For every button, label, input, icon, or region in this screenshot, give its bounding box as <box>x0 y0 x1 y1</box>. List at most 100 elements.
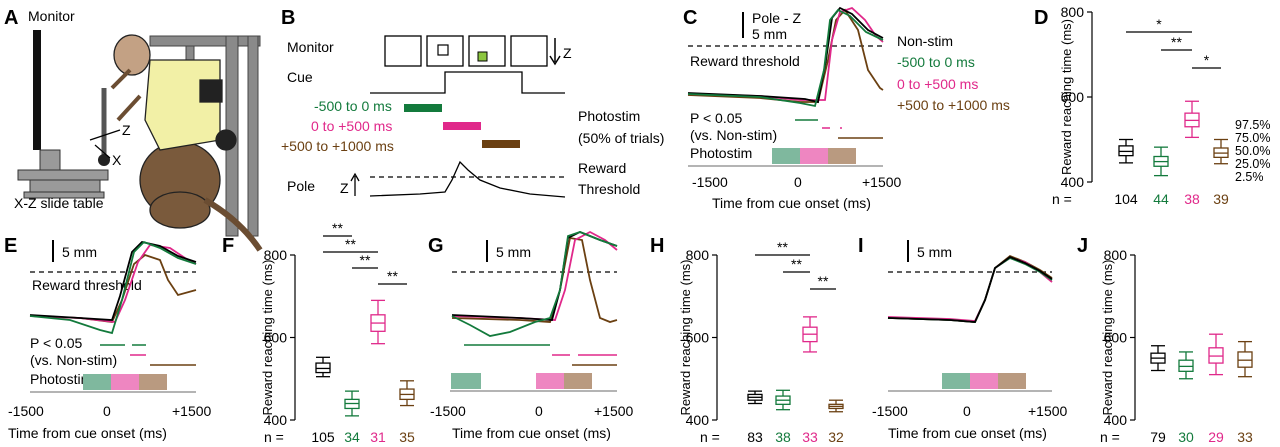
i-xtick-right: +1500 <box>1028 403 1068 419</box>
panel-letter-f: F <box>222 235 234 257</box>
g-stim-early <box>451 373 481 389</box>
c-xtick-zero: 0 <box>794 174 802 190</box>
f-ylabel: Reward reaching time (ms) <box>260 259 275 415</box>
e-trace-early <box>29 240 197 335</box>
e-sig-bars <box>100 344 196 366</box>
panel-i-traces: 5 mm -1500 0 +1500 Time from cue onset (… <box>872 240 1068 441</box>
h-ytick-label: 600 <box>686 330 710 346</box>
f-sig-label: ** <box>360 252 371 268</box>
quantile-975: 97.5% <box>1235 118 1270 132</box>
c-xlabel: Time from cue onset (ms) <box>712 195 871 211</box>
d-n-prefix: n = <box>1052 191 1072 207</box>
reward-label: Reward <box>578 160 626 176</box>
panel-g-traces: 5 mm -1500 0 +1500 Time from cue onset (… <box>430 230 634 441</box>
cue-trace <box>370 71 565 94</box>
h-n-prefix: n = <box>700 429 720 445</box>
g-trace-nonstim <box>451 231 618 321</box>
e-scale-value: 5 mm <box>62 244 97 260</box>
f-n-value: 34 <box>344 429 360 445</box>
h-ylabel: Reward reaching time (ms) <box>678 259 693 415</box>
i-trace-mid <box>887 257 1053 322</box>
f-n-prefix: n = <box>264 429 284 445</box>
monitor-frame-4 <box>510 35 548 67</box>
f-sig-label: ** <box>332 220 343 236</box>
monitor-frame-1 <box>384 35 422 67</box>
g-xtick-left: -1500 <box>430 403 466 419</box>
axis-x-label: X <box>112 152 122 168</box>
pole-label: Pole <box>287 178 315 194</box>
g-scale-value: 5 mm <box>496 244 531 260</box>
c-pval-sub: (vs. Non-stim) <box>690 127 777 143</box>
photostim-sub: (50% of trials) <box>578 130 664 146</box>
f-n-value: 31 <box>370 429 386 445</box>
cue-label: Cue <box>287 69 313 85</box>
j-ytick-label: 800 <box>1104 247 1128 263</box>
e-stim-late <box>139 374 167 390</box>
panel-letter-h: H <box>650 235 664 257</box>
panel-letters: A B C D E F G H I J <box>4 7 1088 257</box>
i-xtick-left: -1500 <box>872 403 908 419</box>
c-xtick-left: -1500 <box>692 174 728 190</box>
panel-e-traces: 5 mm Reward threshold P < 0.05 (vs. Non-… <box>8 240 212 441</box>
f-n-value: 105 <box>311 429 335 445</box>
e-xtick-left: -1500 <box>8 403 44 419</box>
h-n-value: 33 <box>802 429 818 445</box>
d-ytick-label: 800 <box>1061 4 1085 20</box>
d-n-value: 104 <box>1114 191 1138 207</box>
window-late-label: +500 to +1000 ms <box>281 138 394 154</box>
c-stim-mid <box>800 148 828 164</box>
i-xlabel: Time from cue onset (ms) <box>888 425 1047 441</box>
f-ytick-label: 600 <box>264 330 288 346</box>
f-n-value: 35 <box>399 429 415 445</box>
g-stim-late <box>564 373 592 389</box>
photostim-label: Photostim <box>578 108 640 124</box>
quantile-500: 50.0% <box>1235 144 1270 158</box>
f-sig-label: ** <box>345 236 356 252</box>
quantile-025: 2.5% <box>1235 170 1264 184</box>
f-ytick-label: 400 <box>264 412 288 428</box>
j-n-value: 30 <box>1178 429 1194 445</box>
i-trace-early <box>887 256 1053 323</box>
panel-letter-b: B <box>281 7 295 29</box>
legend-mid: 0 to +500 ms <box>897 76 978 92</box>
panel-letter-g: G <box>428 235 444 257</box>
i-stim-mid <box>970 373 998 389</box>
cue-square <box>437 44 449 56</box>
window-early-bar <box>404 104 442 112</box>
pole-drawing: Z X <box>89 88 131 168</box>
b-z-label: Z <box>563 45 572 61</box>
i-xtick-zero: 0 <box>963 403 971 419</box>
e-stim-early <box>83 374 111 390</box>
e-pval-sub: (vs. Non-stim) <box>30 352 117 368</box>
panel-letter-a: A <box>4 7 18 29</box>
c-xtick-right: +1500 <box>862 174 902 190</box>
window-mid-bar <box>443 122 481 130</box>
panel-letter-e: E <box>4 235 17 257</box>
c-trace-early <box>687 8 884 108</box>
panel-letter-j: J <box>1077 235 1088 257</box>
c-photostim: Photostim <box>690 145 752 161</box>
i-stim-early <box>942 373 970 389</box>
d-ytick-label: 400 <box>1061 174 1085 190</box>
h-sig-label: ** <box>791 256 802 272</box>
d-sig-label: ** <box>1171 34 1182 50</box>
slide-table-label: X-Z slide table <box>14 195 104 211</box>
f-ytick-label: 800 <box>264 247 288 263</box>
e-photostim: Photostim <box>30 371 92 387</box>
d-n-value: 39 <box>1213 191 1229 207</box>
h-n-value: 32 <box>828 429 844 445</box>
h-ytick-label: 400 <box>686 412 710 428</box>
h-n-value: 38 <box>775 429 791 445</box>
monitor-frame-3 <box>468 35 506 67</box>
e-xlabel: Time from cue onset (ms) <box>8 425 167 441</box>
quantile-250: 25.0% <box>1235 157 1270 171</box>
window-mid-label: 0 to +500 ms <box>311 118 392 134</box>
i-trace-nonstim <box>887 255 1053 323</box>
c-scale-label: Pole - Z <box>752 10 801 26</box>
j-ytick-label: 400 <box>1104 412 1128 428</box>
pole-trace <box>369 160 566 198</box>
c-trace-nonstim <box>687 6 884 104</box>
monitor-frame-2 <box>426 35 464 67</box>
g-sig-bars <box>464 344 617 366</box>
